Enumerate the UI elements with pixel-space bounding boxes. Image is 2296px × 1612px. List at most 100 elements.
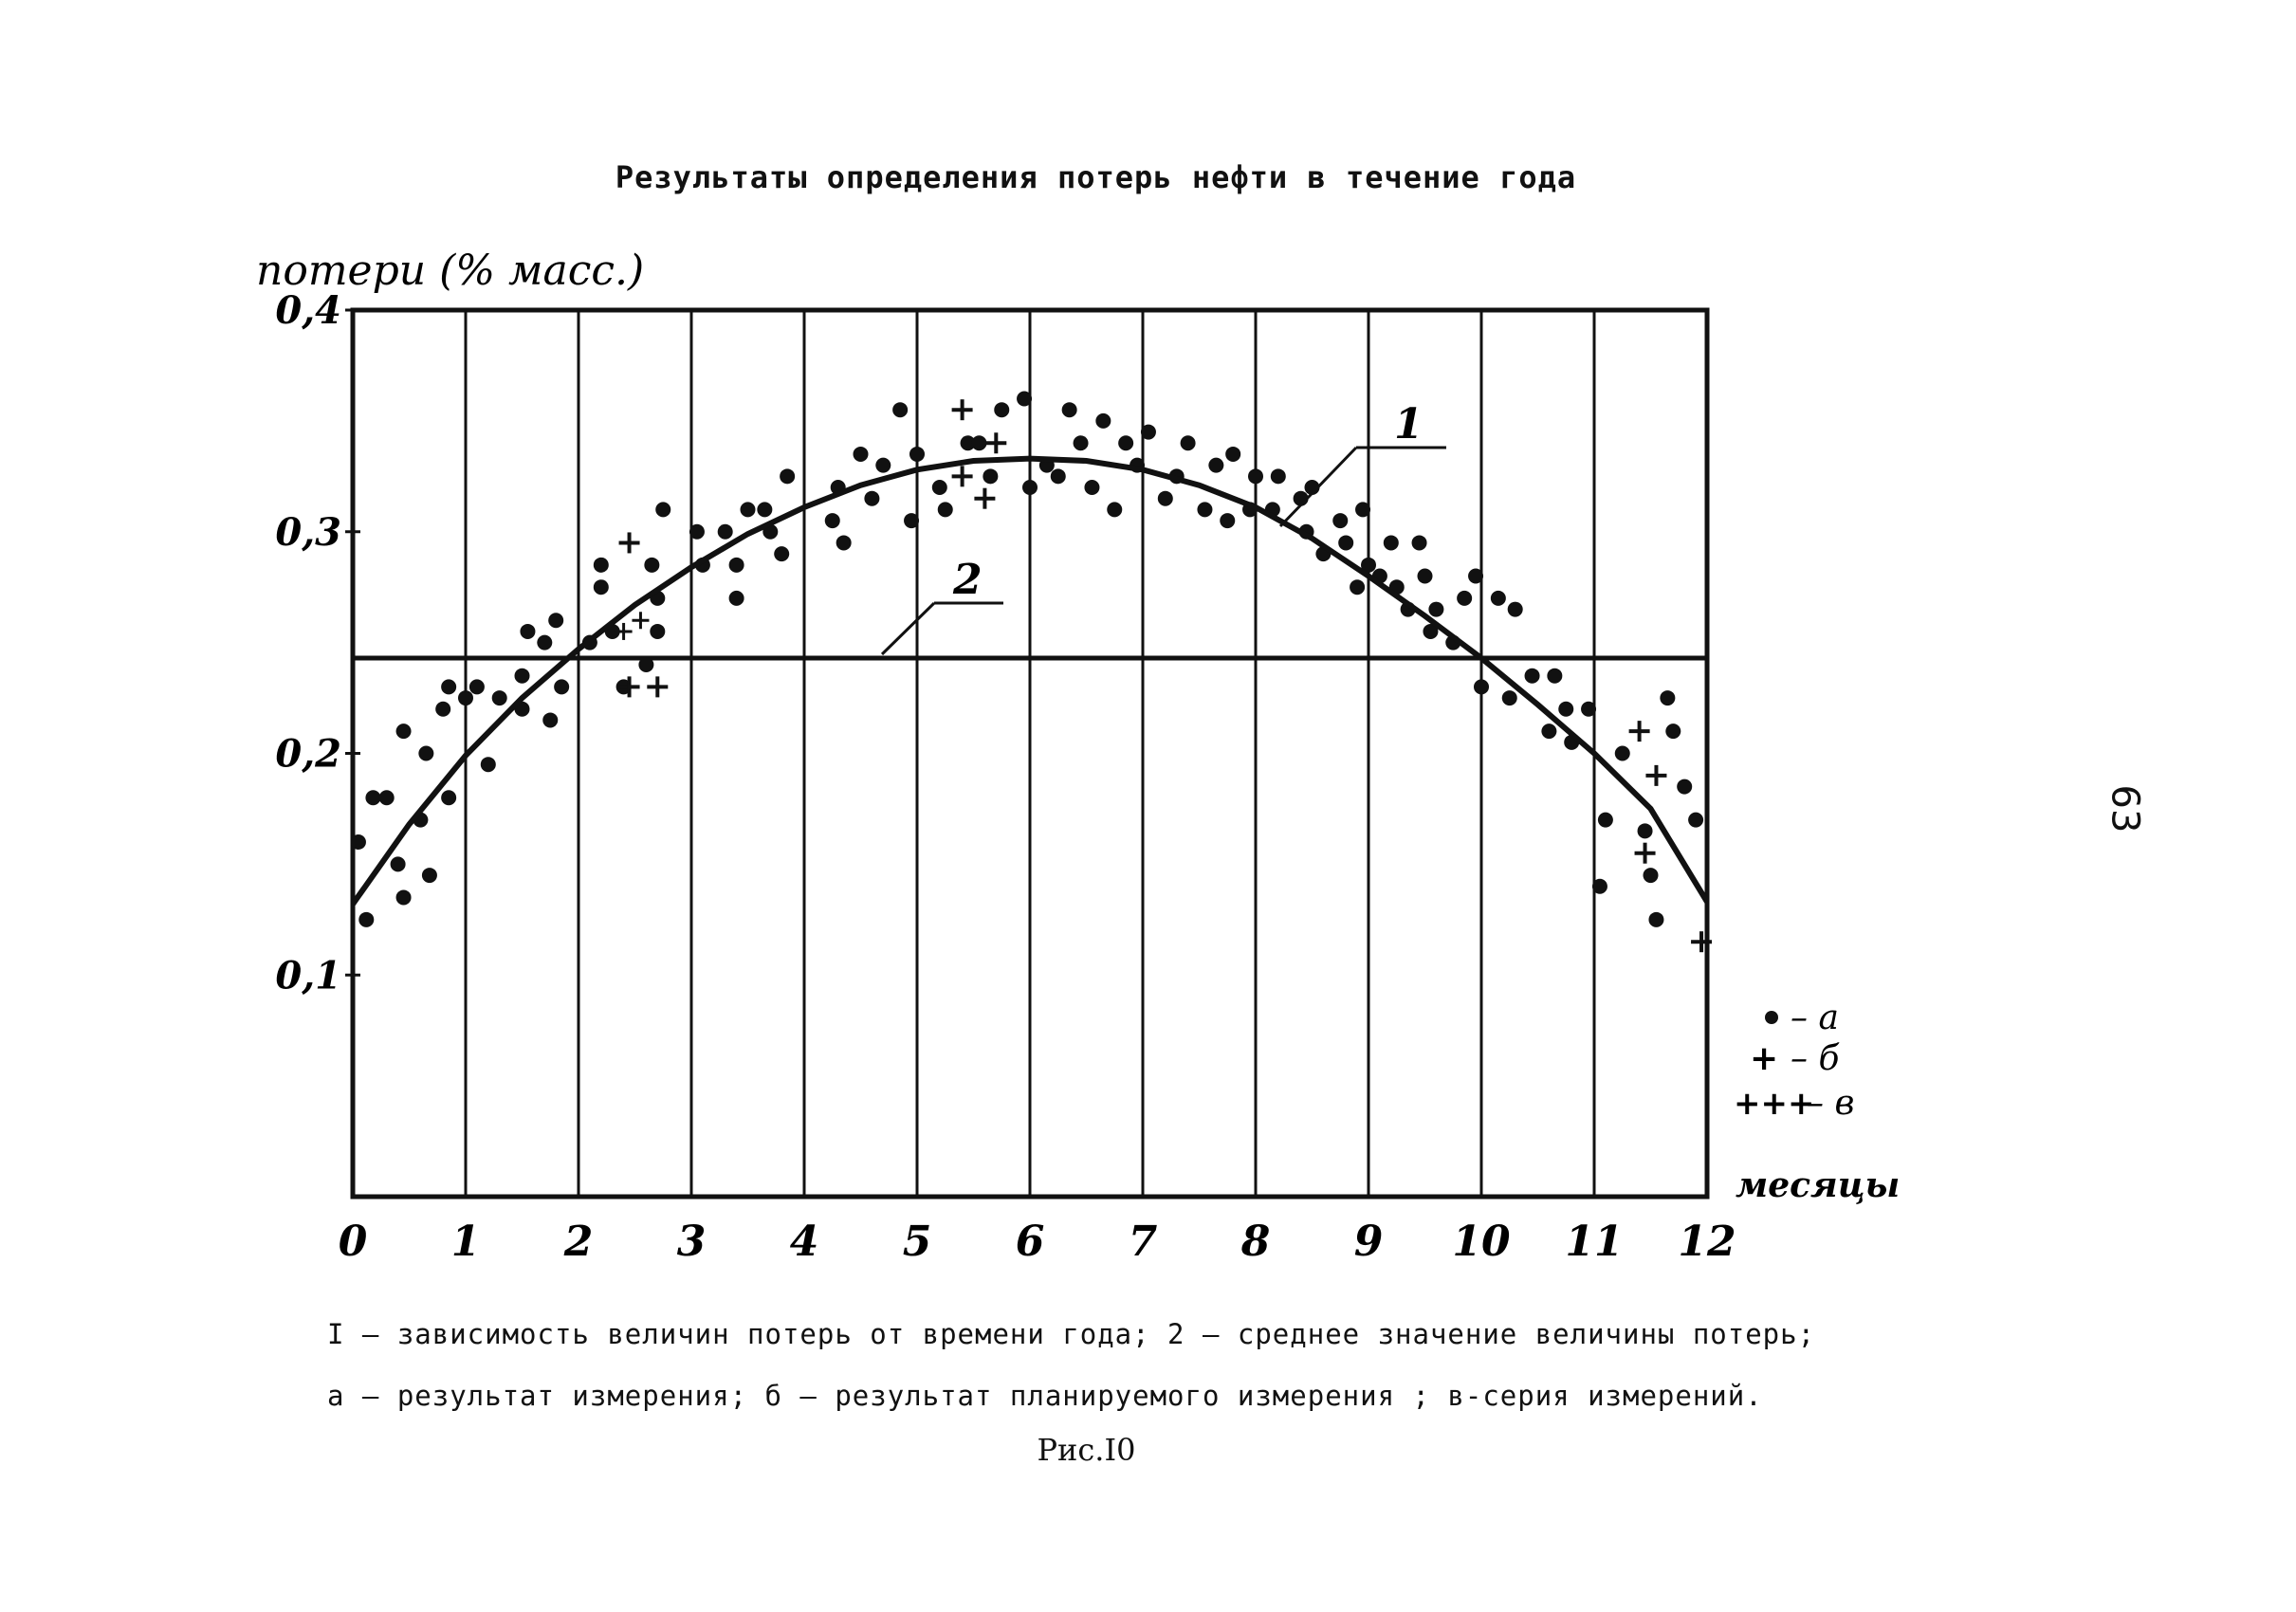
x-tick-label: 1 bbox=[451, 1218, 481, 1266]
data-point-a bbox=[650, 623, 666, 639]
x-tick-label: 11 bbox=[1565, 1218, 1623, 1266]
data-point-a bbox=[655, 502, 671, 518]
data-point-a bbox=[1665, 724, 1681, 740]
x-tick-label: 2 bbox=[563, 1218, 594, 1266]
data-point-a bbox=[1338, 535, 1354, 551]
data-point-a bbox=[971, 435, 987, 451]
x-tick-label: 5 bbox=[903, 1218, 932, 1266]
data-point-a bbox=[638, 657, 654, 672]
x-tick-label: 0 bbox=[339, 1218, 368, 1266]
data-point-a bbox=[1660, 690, 1676, 706]
legend-label-a: – а bbox=[1791, 998, 1839, 1037]
data-point-a bbox=[491, 690, 507, 706]
data-point-a bbox=[1688, 812, 1704, 828]
data-point-a bbox=[824, 513, 840, 529]
y-tick-label: 0,4 bbox=[275, 288, 341, 333]
data-point-a bbox=[1220, 513, 1236, 529]
data-point-a bbox=[960, 435, 976, 451]
data-point-a bbox=[853, 446, 869, 462]
data-point-a bbox=[1084, 480, 1100, 495]
data-point-a bbox=[728, 557, 744, 573]
data-point-a bbox=[1225, 446, 1241, 462]
data-point-a bbox=[1248, 468, 1263, 485]
data-point-b bbox=[647, 676, 669, 698]
data-point-a bbox=[1524, 668, 1540, 684]
data-point-a bbox=[1468, 568, 1484, 584]
data-point-a bbox=[1073, 435, 1089, 451]
data-point-a bbox=[395, 889, 412, 906]
data-point-b bbox=[951, 399, 973, 421]
data-point-a bbox=[1355, 502, 1371, 518]
data-point-a bbox=[909, 446, 925, 462]
data-point-a bbox=[468, 679, 485, 695]
data-point-a bbox=[1541, 724, 1557, 740]
data-point-a bbox=[836, 535, 852, 551]
data-point-a bbox=[1157, 490, 1173, 506]
data-point-b bbox=[1645, 764, 1667, 786]
x-tick-label: 10 bbox=[1452, 1218, 1511, 1266]
data-point-a bbox=[593, 557, 609, 573]
data-point-a bbox=[1118, 435, 1134, 451]
x-tick-label: 6 bbox=[1016, 1218, 1045, 1266]
data-point-a bbox=[441, 679, 457, 695]
curve-callout-label: 1 bbox=[1394, 400, 1424, 449]
grid-lines bbox=[464, 310, 1596, 1197]
caption-line-2: а – результат измерения; б – результат п… bbox=[327, 1380, 1763, 1412]
data-point-a bbox=[1591, 878, 1607, 894]
data-point-a bbox=[395, 724, 412, 740]
data-point-a bbox=[1411, 535, 1427, 551]
mean-callout-leader bbox=[880, 601, 936, 656]
data-point-a bbox=[1558, 701, 1574, 717]
data-point-a bbox=[904, 513, 920, 529]
data-point-a bbox=[644, 557, 660, 573]
axis-ticks: 0 1 2 3 4 5 6 7 8 9 10 11 120,10,20,30,4 bbox=[275, 288, 1736, 1266]
data-point-a bbox=[1648, 911, 1664, 927]
data-point-b bbox=[1634, 842, 1656, 864]
data-point-a bbox=[780, 468, 796, 485]
data-point-a bbox=[1095, 412, 1111, 429]
data-point-a bbox=[1547, 668, 1563, 684]
x-tick-label: 8 bbox=[1240, 1218, 1271, 1266]
data-point-a bbox=[421, 868, 437, 884]
data-point-a bbox=[774, 546, 790, 562]
data-point-a bbox=[1180, 435, 1196, 451]
data-point-a bbox=[717, 523, 733, 540]
data-point-a bbox=[554, 679, 570, 695]
data-point-a bbox=[1208, 457, 1224, 473]
data-point-a bbox=[1423, 623, 1439, 639]
data-point-a bbox=[1428, 601, 1444, 617]
data-point-a bbox=[358, 911, 375, 927]
data-point-a bbox=[1677, 779, 1693, 795]
data-point-a bbox=[537, 634, 553, 650]
trend-curve bbox=[350, 455, 1710, 907]
legend: – а + – б +++ – в bbox=[1734, 998, 1854, 1123]
data-point-a bbox=[1501, 690, 1517, 706]
data-point-a bbox=[937, 502, 953, 518]
legend-label-c: – в bbox=[1807, 1084, 1854, 1123]
data-point-a bbox=[418, 745, 434, 761]
data-point-a bbox=[365, 790, 381, 806]
data-point-a bbox=[983, 468, 999, 485]
data-point-a bbox=[1637, 823, 1653, 839]
data-point-a bbox=[514, 668, 530, 684]
data-point-a bbox=[350, 834, 366, 850]
data-point-a bbox=[1107, 502, 1123, 518]
data-point-b bbox=[618, 676, 640, 698]
data-point-a bbox=[740, 502, 756, 518]
legend-label-b: – б bbox=[1791, 1039, 1840, 1078]
data-point-a bbox=[390, 856, 406, 872]
data-point-b bbox=[951, 466, 973, 487]
data-point-a bbox=[378, 790, 395, 806]
data-point-a bbox=[1061, 402, 1077, 418]
legend-plus-marker: + bbox=[1750, 1039, 1778, 1078]
legend-series-marker: +++ bbox=[1734, 1085, 1814, 1123]
data-point-a bbox=[1270, 468, 1286, 485]
data-point-a bbox=[480, 757, 496, 773]
data-point-a bbox=[994, 402, 1010, 418]
x-tick-label: 9 bbox=[1354, 1218, 1384, 1266]
data-point-a bbox=[1197, 502, 1213, 518]
data-point-a bbox=[435, 701, 451, 717]
data-point-b bbox=[618, 532, 640, 554]
data-point-a bbox=[1597, 812, 1613, 828]
